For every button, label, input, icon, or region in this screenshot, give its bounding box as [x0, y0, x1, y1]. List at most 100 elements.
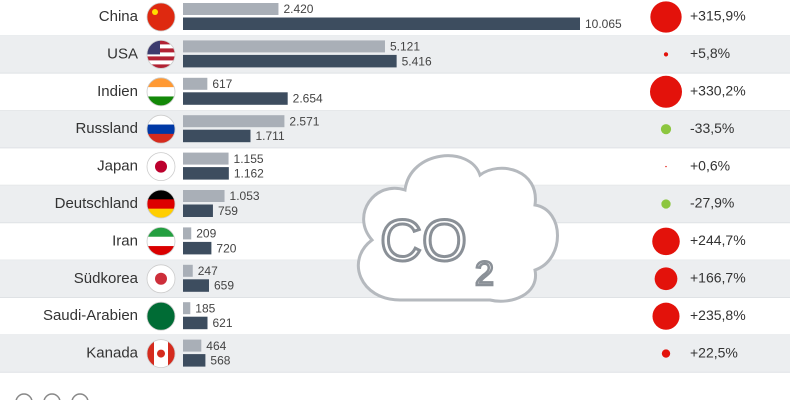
flag [147, 152, 175, 181]
bar [183, 204, 213, 217]
bar [183, 302, 191, 315]
flag-border [146, 114, 176, 144]
change-bubble [665, 165, 667, 168]
flag [147, 227, 175, 256]
flag-stripe [147, 199, 175, 210]
value-label: 209 [196, 227, 216, 241]
flag [147, 339, 175, 368]
flag-stripe [147, 246, 175, 256]
value-label: 1.155 [234, 152, 264, 166]
flag-stripe [147, 87, 175, 97]
change-label: +0,6% [690, 157, 730, 173]
category-label: Japan [97, 158, 138, 175]
bar [183, 3, 279, 15]
flag-stripe [147, 339, 155, 368]
value-label: 10.065 [585, 17, 622, 31]
flag-leaf [157, 349, 165, 358]
category-label: China [99, 8, 139, 25]
change-label: -27,9% [690, 195, 734, 211]
flag-border [146, 264, 176, 294]
change-bubble [654, 267, 678, 291]
change-label: +166,7% [690, 270, 746, 286]
change-bubble [663, 52, 669, 57]
flag-stripe [147, 124, 175, 135]
flag-stripe [147, 96, 175, 106]
bar [183, 152, 229, 165]
value-label: 5.416 [402, 54, 432, 68]
bar [183, 264, 193, 277]
flag-star [152, 9, 158, 15]
flag-border [146, 339, 176, 369]
flag-border [146, 2, 176, 32]
flag-stripe [147, 44, 175, 49]
bar [183, 17, 580, 30]
change-label: -33,5% [690, 120, 734, 136]
value-label: 621 [212, 316, 232, 330]
flag [147, 302, 175, 331]
category-label: USA [107, 45, 138, 62]
value-label: 1.162 [234, 167, 264, 181]
value-label: 759 [218, 204, 238, 218]
value-label: 568 [210, 354, 230, 368]
flag-stripe [168, 339, 175, 368]
icon [15, 393, 33, 400]
category-label: Deutschland [55, 195, 138, 212]
value-label: 2.571 [289, 114, 319, 128]
flag [147, 77, 175, 106]
value-label: 2.654 [293, 92, 323, 106]
flag-stripe [147, 52, 175, 57]
flag-border [146, 226, 176, 256]
change-label: +315,9% [690, 8, 746, 24]
value-label: 1.711 [255, 129, 284, 143]
row-background [0, 334, 790, 373]
change-bubble [661, 349, 671, 358]
value-label: 464 [206, 339, 226, 353]
category-label: Russland [75, 120, 138, 137]
flag [147, 3, 175, 31]
flag-stripe [147, 60, 175, 65]
co2-text: CO [380, 208, 467, 273]
value-label: 2.420 [283, 2, 313, 16]
flag-stripe [147, 115, 175, 126]
change-bubble [652, 227, 680, 256]
flag-border [146, 152, 176, 182]
change-label: +330,2% [690, 83, 746, 99]
bar [183, 54, 397, 68]
flag-stripe [147, 40, 175, 45]
row-background [0, 110, 790, 148]
bar [183, 354, 206, 367]
flag-border [146, 189, 176, 219]
bar [183, 339, 202, 352]
bar [183, 115, 285, 128]
icon [71, 393, 89, 400]
flag-border [146, 77, 176, 107]
change-label: +5,8% [690, 45, 730, 61]
value-label: 720 [216, 241, 236, 255]
flag-stripe [147, 227, 175, 238]
category-label: Südkorea [74, 270, 139, 287]
icon [43, 393, 61, 400]
flag [147, 264, 175, 293]
value-label: 1.053 [230, 189, 260, 203]
change-label: +22,5% [690, 344, 738, 360]
flag-stripe [147, 302, 175, 331]
category-label: Saudi-Arabien [43, 307, 138, 324]
change-bubble [650, 1, 682, 33]
bar [183, 77, 208, 90]
value-label: 5.121 [390, 40, 420, 54]
flag-stripe [147, 48, 175, 53]
flag-stripe [147, 208, 175, 218]
change-bubble [652, 302, 680, 330]
change-label: +235,8% [690, 307, 746, 323]
flag-dot [155, 272, 167, 285]
flag-stripe [147, 64, 175, 69]
bar [183, 92, 288, 105]
flag-dot [155, 160, 167, 173]
bar [183, 279, 209, 292]
bar [183, 316, 208, 330]
flag-stripe [147, 133, 175, 144]
change-label: +244,7% [690, 232, 746, 248]
value-label: 185 [195, 301, 215, 315]
flag-border [146, 301, 176, 331]
